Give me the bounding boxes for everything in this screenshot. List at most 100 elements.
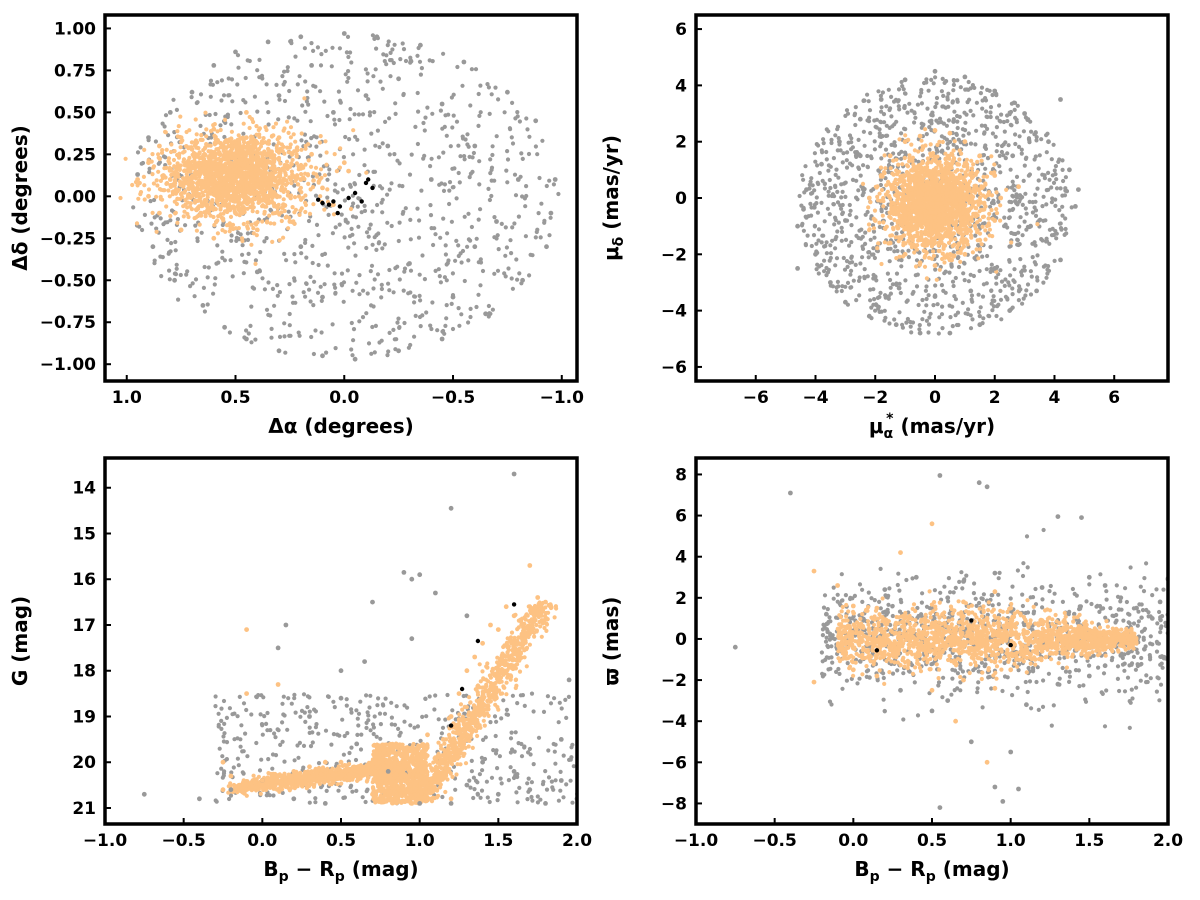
scatter-point bbox=[303, 171, 308, 176]
data-point bbox=[461, 59, 467, 65]
data-point bbox=[222, 324, 228, 330]
scatter-point bbox=[854, 298, 859, 303]
scatter-point bbox=[229, 129, 234, 134]
scatter-point bbox=[950, 100, 955, 105]
scatter-point bbox=[517, 271, 522, 276]
scatter-point bbox=[278, 161, 283, 166]
scatter-point bbox=[257, 57, 262, 63]
scatter-point bbox=[878, 177, 884, 182]
scatter-point bbox=[223, 139, 229, 144]
scatter-point bbox=[888, 285, 893, 290]
scatter-point bbox=[197, 192, 202, 197]
scatter-point bbox=[255, 209, 260, 215]
scatter-point bbox=[302, 96, 307, 101]
scatter-point bbox=[341, 155, 346, 160]
scatter-point bbox=[916, 302, 921, 308]
scatter-point bbox=[974, 247, 979, 252]
scatter-point bbox=[845, 150, 850, 155]
scatter-point bbox=[929, 128, 934, 133]
scatter-point bbox=[894, 119, 899, 124]
data-point bbox=[450, 294, 456, 300]
scatter-point bbox=[948, 139, 953, 144]
scatter-point bbox=[158, 216, 163, 221]
scatter-point bbox=[351, 327, 357, 332]
scatter-point bbox=[872, 235, 877, 240]
scatter-point bbox=[332, 271, 337, 276]
scatter-point bbox=[190, 159, 195, 164]
scatter-point bbox=[515, 114, 520, 119]
scatter-point bbox=[261, 152, 266, 157]
scatter-point bbox=[188, 165, 193, 171]
scatter-point bbox=[835, 229, 840, 234]
scatter-point bbox=[866, 205, 871, 210]
scatter-point bbox=[821, 137, 826, 142]
scatter-point bbox=[886, 296, 891, 301]
scatter-point bbox=[422, 153, 427, 158]
scatter-point bbox=[385, 353, 390, 358]
scatter-point bbox=[909, 330, 914, 335]
scatter-point bbox=[1044, 202, 1049, 207]
scatter-point bbox=[863, 230, 868, 235]
plot-area bbox=[795, 68, 1081, 336]
scatter-point bbox=[263, 169, 268, 174]
scatter-point bbox=[193, 223, 198, 228]
scatter-point bbox=[925, 106, 930, 111]
scatter-point bbox=[924, 296, 929, 302]
data-point bbox=[352, 190, 358, 196]
data-point bbox=[178, 227, 184, 233]
scatter-point bbox=[284, 214, 289, 219]
scatter-point bbox=[1019, 151, 1024, 156]
scatter-point bbox=[262, 157, 267, 162]
scatter-point bbox=[934, 118, 939, 123]
scatter-point bbox=[926, 322, 932, 327]
scatter-point bbox=[533, 144, 539, 149]
scatter-point bbox=[477, 182, 482, 187]
y-tick-label: 0.75 bbox=[54, 61, 96, 81]
scatter-point bbox=[208, 78, 214, 83]
scatter-point bbox=[867, 250, 872, 255]
scatter-point bbox=[901, 87, 906, 92]
scatter-point bbox=[347, 234, 353, 239]
scatter-point bbox=[964, 112, 969, 117]
scatter-point bbox=[206, 143, 211, 148]
scatter-point bbox=[869, 252, 875, 257]
scatter-point bbox=[152, 261, 157, 266]
scatter-point bbox=[839, 195, 844, 200]
x-tick-label: 0.5 bbox=[220, 388, 250, 408]
scatter-point bbox=[978, 191, 983, 196]
scatter-point bbox=[819, 240, 824, 245]
scatter-point bbox=[509, 251, 514, 256]
scatter-point bbox=[176, 297, 181, 302]
scatter-point bbox=[834, 289, 839, 294]
scatter-point bbox=[352, 112, 357, 117]
scatter-point bbox=[364, 245, 369, 251]
scatter-point bbox=[958, 85, 963, 90]
y-tick-label: −0.25 bbox=[40, 229, 96, 249]
scatter-point bbox=[412, 300, 417, 305]
scatter-point bbox=[982, 145, 988, 150]
scatter-point bbox=[360, 112, 366, 117]
scatter-point bbox=[824, 149, 829, 155]
scatter-point bbox=[241, 140, 247, 145]
scatter-point bbox=[996, 302, 1001, 307]
scatter-point bbox=[183, 177, 188, 182]
scatter-point bbox=[391, 60, 396, 66]
scatter-point bbox=[444, 133, 449, 138]
scatter-point bbox=[891, 158, 896, 163]
data-point bbox=[265, 193, 271, 199]
scatter-point bbox=[437, 182, 442, 187]
scatter-point bbox=[169, 241, 174, 246]
scatter-point bbox=[485, 82, 490, 87]
scatter-point bbox=[988, 110, 993, 115]
scatter-point bbox=[908, 324, 913, 329]
scatter-point bbox=[277, 173, 282, 178]
scatter-point bbox=[206, 190, 211, 195]
scatter-point bbox=[982, 130, 987, 135]
scatter-point bbox=[292, 195, 298, 200]
scatter-point bbox=[1014, 192, 1019, 197]
data-point bbox=[189, 193, 195, 199]
scatter-point bbox=[833, 133, 838, 138]
scatter-point bbox=[943, 105, 948, 110]
scatter-point bbox=[1044, 239, 1050, 244]
